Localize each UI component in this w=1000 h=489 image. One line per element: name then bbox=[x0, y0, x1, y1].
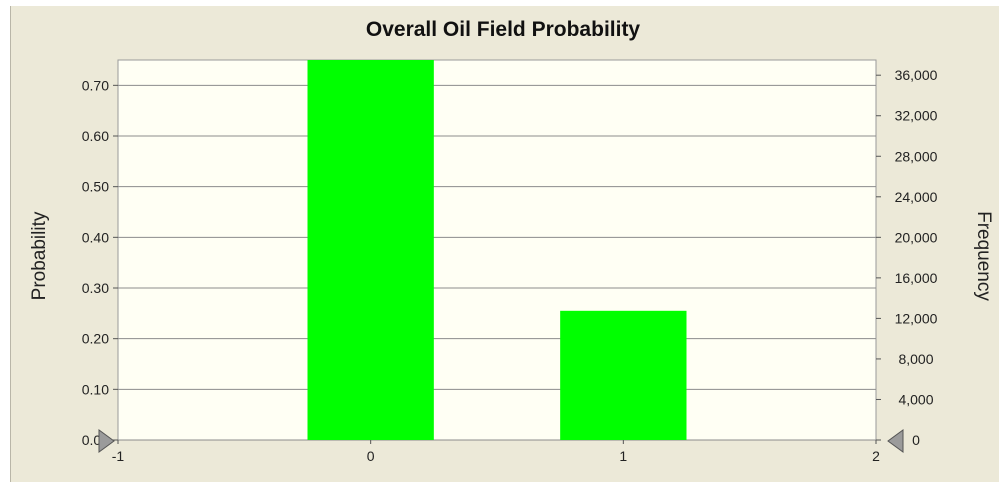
y2-tick-label: 8,000 bbox=[898, 351, 933, 367]
right-triangle-marker-icon[interactable] bbox=[887, 429, 904, 453]
y2-axis-title: Frequency bbox=[973, 211, 994, 301]
y2-tick-label: 20,000 bbox=[895, 229, 938, 245]
y2-tick-label: 28,000 bbox=[895, 148, 938, 164]
y2-tick-label: 24,000 bbox=[895, 189, 938, 205]
chart-frame: Overall Oil Field Probability 0.00 0.10 0.… bbox=[10, 6, 999, 482]
x-tick-label: 2 bbox=[872, 448, 880, 464]
x-tick-label: 0 bbox=[367, 448, 375, 464]
chart-svg: Overall Oil Field Probability 0.000.100.… bbox=[29, 18, 994, 464]
y-tick-label: 0.60 bbox=[82, 128, 109, 144]
plot-area bbox=[117, 59, 877, 441]
y2-tick-label: 36,000 bbox=[895, 67, 938, 83]
x-tick-label: 1 bbox=[619, 448, 627, 464]
y-tick-label: 0.70 bbox=[82, 77, 109, 93]
y-tick-label: 0.40 bbox=[82, 229, 109, 245]
grid-layer bbox=[118, 84, 876, 441]
y2-tick-label: 0 bbox=[912, 432, 920, 448]
y2-tick-label: 16,000 bbox=[895, 270, 938, 286]
ticks-layer: 0.000.100.200.300.400.500.600.7004,0008,… bbox=[82, 67, 938, 464]
y2-tick-label: 4,000 bbox=[898, 391, 933, 407]
bar-0[interactable] bbox=[307, 60, 434, 440]
y2-tick-label: 32,000 bbox=[895, 108, 938, 124]
y-tick-label: 0.20 bbox=[82, 331, 109, 347]
chart-title: Overall Oil Field Probability bbox=[366, 18, 641, 41]
left-triangle-marker-icon[interactable] bbox=[98, 429, 115, 453]
y2-tick-label: 12,000 bbox=[895, 310, 938, 326]
y-axis-title: Probability bbox=[29, 211, 50, 300]
y-tick-label: 0.30 bbox=[82, 280, 109, 296]
y-tick-label: 0.10 bbox=[82, 381, 109, 397]
bars-layer bbox=[307, 60, 687, 440]
x-tick-label: -1 bbox=[112, 448, 125, 464]
y-tick-label: 0.50 bbox=[82, 179, 109, 195]
bar-1[interactable] bbox=[560, 310, 687, 440]
